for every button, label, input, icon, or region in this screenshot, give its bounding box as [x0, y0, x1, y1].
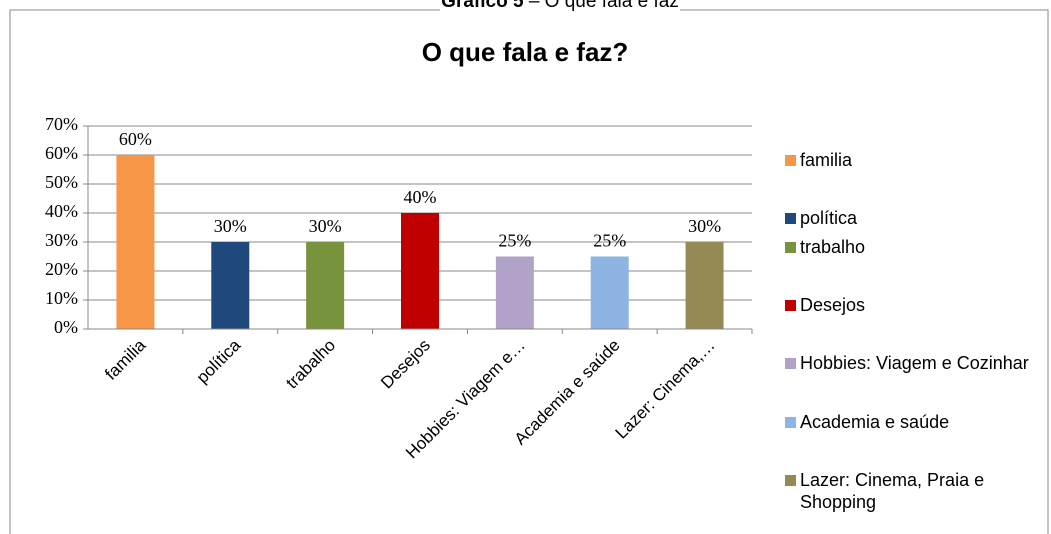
value-label: 60% [119, 129, 152, 149]
legend-label: Hobbies: Viagem e Cozinhar [800, 353, 1029, 373]
x-tick-label: Desejos [377, 336, 434, 393]
bar [306, 242, 345, 329]
caption: Gráfico 5 – O que fala e faz [441, 0, 679, 12]
legend-label: Desejos [800, 295, 866, 315]
caption-bg [440, 0, 680, 14]
bar [495, 256, 534, 329]
y-tick-label: 30% [45, 230, 78, 250]
y-tick-label: 60% [45, 143, 78, 163]
y-tick-label: 50% [45, 172, 78, 192]
value-label: 40% [404, 187, 437, 207]
legend-label: familia [800, 150, 853, 170]
y-tick-label: 10% [45, 288, 78, 308]
bar [590, 256, 629, 329]
bar [211, 242, 250, 329]
legend-swatch [785, 213, 796, 224]
caption-bold: Gráfico 5 [441, 0, 524, 12]
x-tick-label: política [193, 335, 245, 387]
legend-swatch [785, 300, 796, 311]
value-label: 30% [688, 216, 721, 236]
bar [116, 155, 155, 329]
x-tick-label: Academia e saúde [511, 336, 624, 449]
y-tick-label: 0% [54, 317, 78, 337]
bar [685, 242, 724, 329]
y-tick-label: 70% [45, 114, 78, 134]
x-tick-label: familia [101, 335, 150, 384]
legend-swatch [785, 417, 796, 428]
legend-swatch [785, 155, 796, 166]
x-tick-label: trabalho [282, 336, 339, 393]
chart-title: O que fala e faz? [422, 37, 629, 67]
legend-label: Academia e saúde [800, 412, 950, 432]
legend-swatch [785, 242, 796, 253]
value-label: 25% [593, 231, 626, 251]
value-label: 25% [498, 231, 531, 251]
value-label: 30% [309, 216, 342, 236]
legend-swatch [785, 358, 796, 369]
legend-label: trabalho [800, 237, 866, 257]
y-tick-label: 40% [45, 201, 78, 221]
x-tick-label: Lazer: Cinema,… [612, 336, 719, 443]
legend-label: Lazer: Cinema, Praia e Shopping [800, 470, 985, 512]
legend-label: política [800, 208, 858, 228]
legend-swatch [785, 475, 796, 486]
y-tick-label: 20% [45, 259, 78, 279]
bar [401, 213, 439, 329]
caption-rest: – O que fala e faz [524, 0, 679, 12]
value-label: 30% [214, 216, 247, 236]
